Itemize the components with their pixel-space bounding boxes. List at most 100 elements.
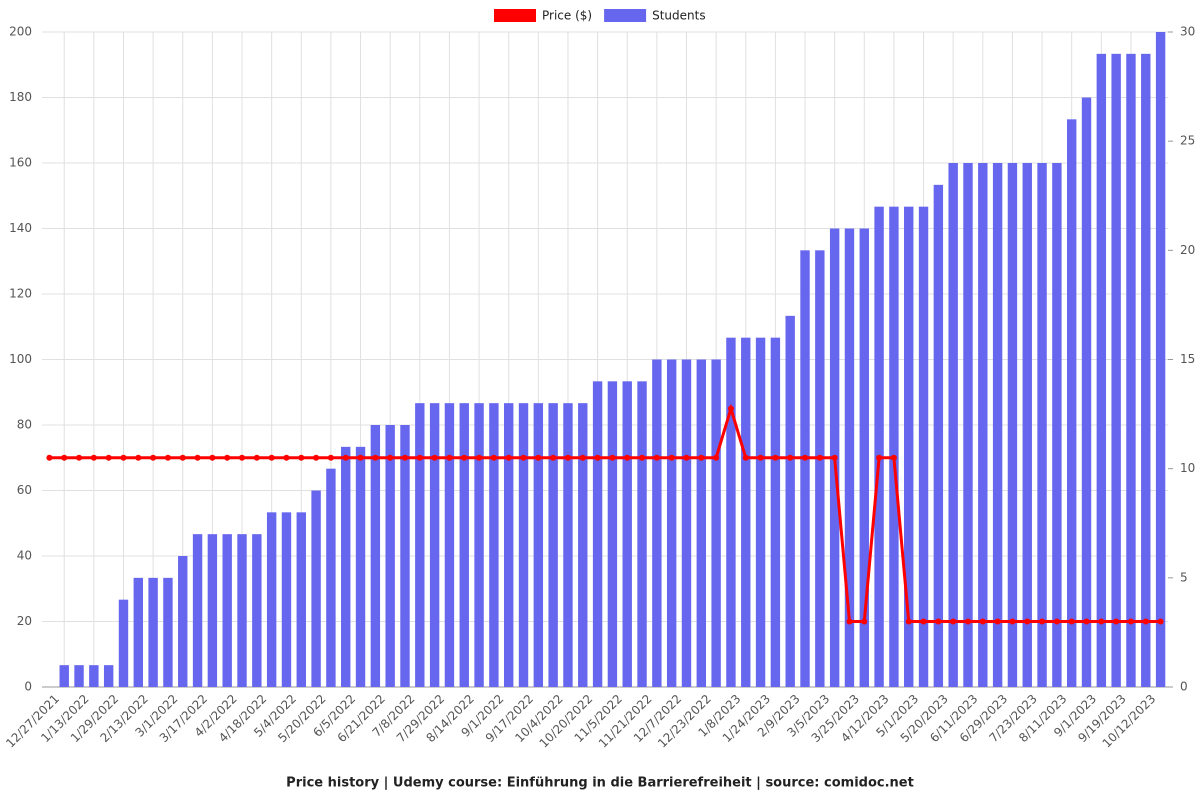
price-point	[401, 454, 408, 461]
bar	[652, 359, 662, 687]
bar	[933, 184, 944, 688]
price-point	[639, 454, 646, 461]
price-point	[624, 454, 631, 461]
bar	[904, 206, 914, 687]
bar	[992, 163, 1003, 687]
price-point	[757, 454, 764, 461]
bar	[785, 315, 795, 687]
bar	[948, 163, 958, 687]
price-point	[964, 618, 971, 625]
bar	[103, 665, 114, 687]
bar	[296, 512, 306, 687]
y2-tick-label: 10	[1180, 461, 1195, 475]
bar	[518, 403, 529, 687]
price-point	[920, 618, 927, 625]
price-point	[668, 454, 675, 461]
bar	[237, 534, 247, 687]
y2-tick-label: 0	[1180, 680, 1188, 694]
price-point	[135, 454, 142, 461]
price-point	[890, 454, 897, 461]
price-point	[594, 454, 601, 461]
bar	[726, 337, 736, 687]
price-point	[831, 454, 838, 461]
price-point	[505, 454, 512, 461]
price-point	[342, 454, 349, 461]
bar	[1155, 32, 1166, 687]
price-point	[861, 618, 868, 625]
price-point	[742, 454, 749, 461]
bar	[1081, 97, 1092, 687]
price-point	[90, 454, 97, 461]
price-point	[876, 454, 883, 461]
y2-tick-label: 30	[1180, 25, 1195, 39]
price-point	[357, 454, 364, 461]
y2-tick-label: 20	[1180, 243, 1195, 257]
bar	[207, 534, 218, 687]
price-point	[1157, 618, 1164, 625]
bar	[415, 403, 425, 687]
bar	[133, 577, 144, 687]
price-point	[253, 454, 260, 461]
bar	[385, 425, 395, 687]
bar	[1066, 119, 1077, 688]
price-point	[1083, 618, 1090, 625]
bar	[1096, 53, 1107, 688]
price-point	[283, 454, 290, 461]
bar	[489, 403, 499, 687]
bar	[637, 381, 647, 687]
bar	[370, 425, 381, 687]
price-point	[1053, 618, 1060, 625]
bar	[1141, 53, 1151, 688]
price-point	[387, 454, 394, 461]
y-tick-label: 20	[17, 614, 32, 628]
price-point	[120, 454, 127, 461]
bar	[1037, 163, 1047, 687]
bar	[874, 206, 884, 687]
price-point	[194, 454, 201, 461]
bar	[474, 403, 484, 687]
y-tick-label: 40	[17, 549, 32, 563]
price-point	[431, 454, 438, 461]
bar	[592, 381, 603, 687]
bar	[1022, 163, 1032, 687]
y2-tick-label: 5	[1180, 570, 1188, 584]
price-point	[298, 454, 305, 461]
price-point	[446, 454, 453, 461]
bar	[459, 403, 469, 687]
legend-swatch	[604, 9, 647, 22]
price-point	[313, 454, 320, 461]
price-point	[683, 454, 690, 461]
price-point	[905, 618, 912, 625]
price-point	[787, 454, 794, 461]
y-tick-label: 0	[24, 680, 32, 694]
bar	[148, 577, 158, 687]
bar	[222, 534, 232, 687]
bar	[341, 446, 351, 687]
bar	[59, 665, 69, 687]
price-point	[1024, 618, 1031, 625]
y-tick-label: 80	[17, 418, 32, 432]
bar	[444, 403, 455, 687]
price-point	[609, 454, 616, 461]
y-tick-label: 160	[9, 156, 32, 170]
bar	[741, 337, 751, 687]
price-point	[727, 405, 734, 412]
bar	[622, 381, 632, 687]
price-point	[46, 454, 53, 461]
legend-label: Price ($)	[542, 9, 592, 23]
price-point	[772, 454, 779, 461]
price-line	[49, 403, 1161, 624]
price-point	[209, 454, 216, 461]
price-point	[520, 454, 527, 461]
price-point	[994, 618, 1001, 625]
bar	[978, 163, 988, 687]
bar	[400, 425, 410, 687]
price-point	[416, 454, 423, 461]
price-point	[490, 454, 497, 461]
y-tick-label: 180	[9, 90, 32, 104]
bar	[178, 556, 188, 687]
bar	[859, 228, 869, 687]
bar	[355, 446, 366, 687]
price-point	[476, 454, 483, 461]
bar	[607, 381, 618, 687]
